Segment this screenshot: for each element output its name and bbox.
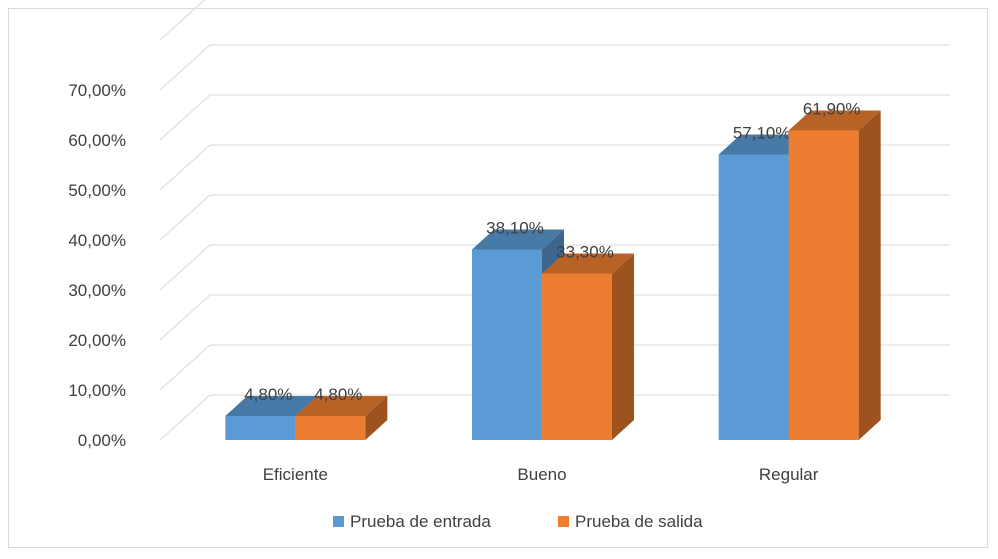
- y-tick-label: 40,00%: [68, 231, 126, 250]
- x-tick-label: Bueno: [517, 465, 566, 484]
- data-label: 57,10%: [733, 124, 791, 143]
- gridline-diagonal: [159, 194, 211, 241]
- bar-top: [542, 253, 634, 274]
- gridline-diagonal: [159, 294, 211, 341]
- gridline-diagonal: [159, 0, 206, 41]
- bar: [542, 273, 612, 440]
- bar-top: [788, 110, 881, 131]
- bar: [472, 249, 542, 440]
- bar-top: [718, 134, 811, 155]
- gridline-diagonal: [159, 344, 211, 391]
- gridline-diagonal: [159, 94, 211, 141]
- x-tick-label: Eficiente: [263, 465, 328, 484]
- bar-top: [295, 396, 388, 416]
- legend-swatch: [333, 516, 344, 527]
- data-label: 61,90%: [803, 100, 861, 119]
- data-label: 38,10%: [486, 219, 544, 238]
- data-label: 33,30%: [556, 243, 614, 262]
- bar-top: [225, 396, 318, 416]
- bar: [718, 154, 789, 440]
- bar: [295, 416, 366, 440]
- gridline-diagonal: [159, 144, 211, 191]
- gridline-diagonal: [159, 44, 211, 91]
- bar: [225, 416, 296, 440]
- data-label: 4,80%: [244, 385, 292, 404]
- legend-label: Prueba de entrada: [350, 512, 491, 531]
- bar-top: [472, 229, 564, 250]
- y-tick-label: 70,00%: [68, 81, 126, 100]
- y-tick-label: 60,00%: [68, 131, 126, 150]
- y-tick-label: 20,00%: [68, 331, 126, 350]
- bar-side: [365, 396, 388, 440]
- y-tick-label: 10,00%: [68, 381, 126, 400]
- y-tick-label: 50,00%: [68, 181, 126, 200]
- legend-swatch: [558, 516, 569, 527]
- bar-side: [612, 253, 634, 440]
- bar: [788, 130, 859, 440]
- x-tick-label: Regular: [759, 465, 819, 484]
- gridline-diagonal: [159, 394, 211, 441]
- legend-label: Prueba de salida: [575, 512, 703, 531]
- y-tick-label: 0,00%: [78, 431, 126, 450]
- bar-side: [858, 110, 881, 440]
- gridline-diagonal: [159, 244, 211, 291]
- y-tick-label: 30,00%: [68, 281, 126, 300]
- data-label: 4,80%: [314, 385, 362, 404]
